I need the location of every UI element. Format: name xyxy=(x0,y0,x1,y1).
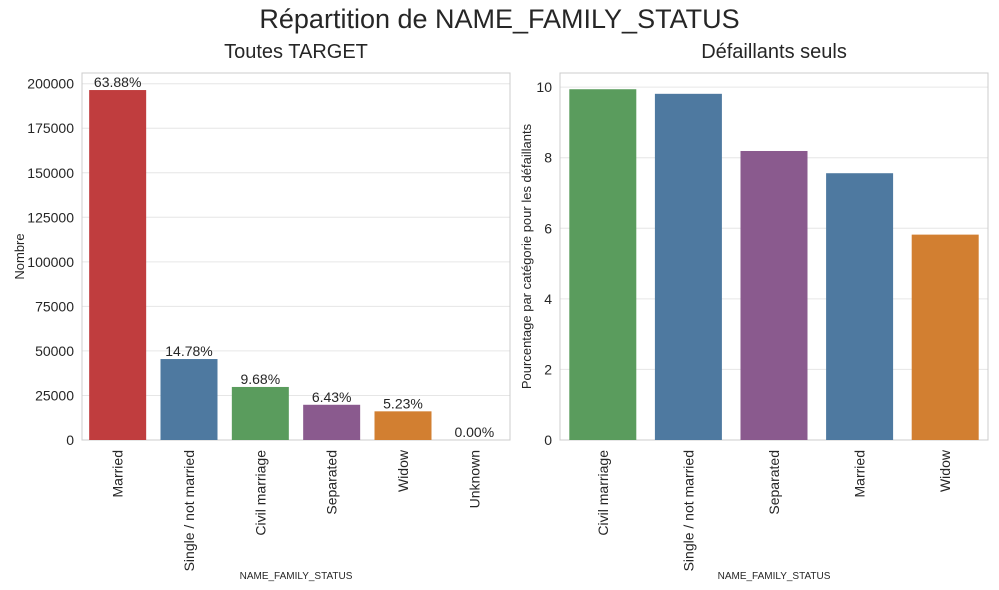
y-tick-label: 8 xyxy=(544,150,552,166)
bar-single-not-married xyxy=(654,93,722,440)
bar-separated xyxy=(303,404,361,440)
bar-widow xyxy=(374,411,432,440)
y-tick-label: 2 xyxy=(544,361,552,377)
x-tick-label: Civil marriage xyxy=(595,450,611,536)
x-tick-label: Single / not married xyxy=(181,450,197,571)
plot-frame xyxy=(81,72,511,441)
y-tick-label: 0 xyxy=(544,432,552,448)
chart-title: Toutes TARGET xyxy=(224,41,368,63)
x-axis-label: NAME_FAMILY_STATUS xyxy=(718,571,831,582)
bar-single-not-married xyxy=(160,359,218,440)
x-axis-label: NAME_FAMILY_STATUS xyxy=(240,571,353,582)
x-tick-label: Married xyxy=(852,450,868,497)
bar-married xyxy=(89,90,147,441)
y-tick-label: 200000 xyxy=(27,76,74,92)
y-tick-label: 175000 xyxy=(27,120,74,136)
y-tick-label: 150000 xyxy=(27,165,74,181)
chart-title: Défaillants seuls xyxy=(701,41,847,63)
bar-married xyxy=(826,173,894,440)
bar-civil-marriage xyxy=(231,386,289,440)
y-tick-label: 125000 xyxy=(27,209,74,225)
y-tick-label: 4 xyxy=(544,291,552,307)
y-tick-label: 10 xyxy=(536,79,552,95)
x-tick-label: Single / not married xyxy=(680,450,696,571)
x-tick-label: Widow xyxy=(395,449,411,492)
bar-value-label: 63.88% xyxy=(94,74,141,90)
x-tick-label: Separated xyxy=(766,450,782,515)
y-tick-label: 0 xyxy=(66,432,74,448)
bar-value-label: 5.23% xyxy=(383,395,423,411)
figure-title: Répartition de NAME_FAMILY_STATUS xyxy=(259,4,740,34)
bar-value-label: 6.43% xyxy=(312,389,352,405)
bar-widow xyxy=(911,234,979,440)
x-tick-label: Separated xyxy=(324,450,340,515)
bar-value-label: 9.68% xyxy=(240,371,280,387)
x-tick-label: Married xyxy=(110,450,126,497)
bar-value-label: 0.00% xyxy=(454,424,494,440)
bar-separated xyxy=(740,150,808,441)
x-tick-label: Widow xyxy=(937,449,953,492)
y-tick-label: 6 xyxy=(544,220,552,236)
chart-panel-2: 0 2 4 6 8 10 Civil marriage Single / not marrie… xyxy=(519,41,989,582)
x-tick-label: Civil marriage xyxy=(252,450,268,536)
bar-civil-marriage xyxy=(569,89,637,440)
y-tick-label: 75000 xyxy=(35,298,74,314)
y-tick-label: 25000 xyxy=(35,387,74,403)
chart-panel-1: 0 25000 50000 75000 100000 125000 150000 175000… xyxy=(12,41,511,582)
x-tick-label: Unknown xyxy=(466,450,482,508)
y-tick-label: 100000 xyxy=(27,254,74,270)
y-axis-label: Pourcentage par catégorie pour les défai… xyxy=(519,123,534,389)
y-tick-label: 50000 xyxy=(35,343,74,359)
y-axis-label: Nombre xyxy=(12,233,27,279)
bar-value-label: 14.78% xyxy=(165,343,212,359)
